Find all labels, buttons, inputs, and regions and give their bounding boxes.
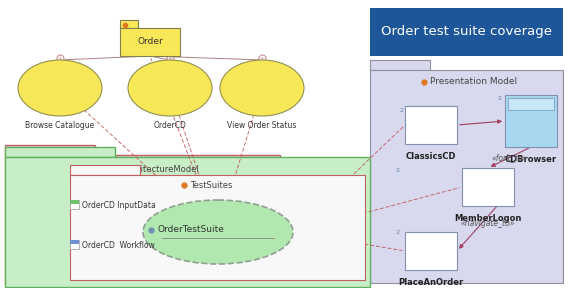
Text: OrderCD InputData: OrderCD InputData [82,200,156,209]
Bar [405,232,457,270]
Bar [120,20,138,28]
Bar [70,165,140,175]
Text: +: + [168,56,172,60]
Text: +: + [259,56,264,60]
Bar [370,8,563,56]
Bar [70,240,79,249]
Bar [5,147,115,157]
Text: TestSuites: TestSuites [190,181,233,190]
Text: 2: 2 [498,96,502,101]
Text: Browse Catalogue: Browse Catalogue [26,121,95,130]
Text: 2: 2 [395,168,399,173]
Bar [70,200,79,204]
Bar [405,106,457,144]
Text: View Order Status: View Order Status [227,121,297,130]
Ellipse shape [143,200,293,264]
Text: ClassicsCD: ClassicsCD [406,152,456,161]
Text: CDBrowser: CDBrowser [505,155,557,164]
Bar [5,155,280,283]
Text: OrderCD  Workflow: OrderCD Workflow [82,240,155,249]
Bar [70,175,365,280]
Text: Use Case Model: Use Case Model [75,162,146,171]
Text: +: + [58,56,62,60]
Bar [5,145,95,155]
Text: OrderTestSuite: OrderTestSuite [157,226,224,234]
Text: 2: 2 [395,230,399,235]
Text: Order test suite coverage: Order test suite coverage [381,26,552,39]
Bar [5,157,370,287]
Ellipse shape [128,60,212,116]
Ellipse shape [220,60,304,116]
Text: PlaceAnOrder: PlaceAnOrder [398,278,463,287]
Text: TestArchitectureModel: TestArchitectureModel [105,164,199,173]
Text: Presentation Model: Presentation Model [430,77,517,86]
Bar [370,60,430,70]
Bar [462,168,514,206]
Bar [370,70,563,283]
Text: OrderCD: OrderCD [153,121,186,130]
Text: Order: Order [137,37,163,46]
Text: 2: 2 [400,108,404,113]
Bar [70,200,79,209]
Text: MemberLogon: MemberLogon [454,214,522,223]
Bar [505,95,557,147]
Bar [120,28,180,56]
Bar [70,240,79,244]
Ellipse shape [18,60,102,116]
Text: «fork_to»: «fork_to» [492,153,528,162]
Text: «navigate_to»: «navigate_to» [461,219,515,228]
Bar [508,98,554,110]
